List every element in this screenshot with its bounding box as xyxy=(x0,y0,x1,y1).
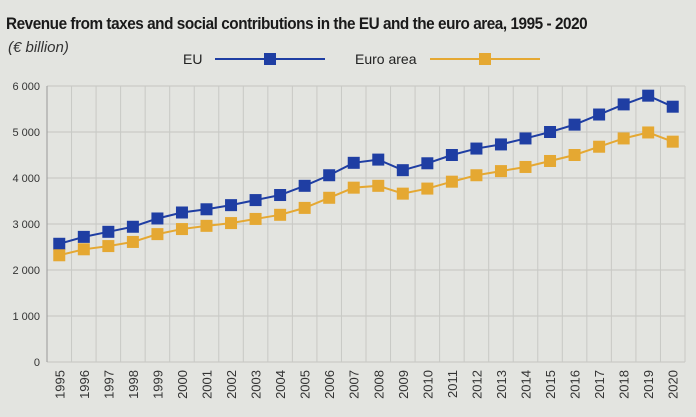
chart-subtitle: (€ billion) xyxy=(8,39,69,56)
data-point xyxy=(421,182,434,195)
data-point xyxy=(200,203,213,216)
x-tick-label: 1999 xyxy=(150,370,165,399)
data-point xyxy=(642,89,655,102)
data-point xyxy=(323,169,336,182)
data-point xyxy=(544,126,557,138)
data-point xyxy=(347,156,360,169)
data-point xyxy=(126,235,139,248)
x-tick-label: 2008 xyxy=(371,370,386,399)
x-tick-label: 2017 xyxy=(592,370,607,399)
y-tick-label: 2 000 xyxy=(12,265,40,277)
data-point xyxy=(298,179,311,192)
data-point xyxy=(470,169,483,182)
data-point xyxy=(298,201,311,214)
y-tick-label: 5 000 xyxy=(12,127,40,139)
data-point xyxy=(249,212,262,225)
x-tick-label: 2007 xyxy=(347,370,362,399)
data-point xyxy=(77,230,90,243)
data-point xyxy=(396,187,409,200)
data-point xyxy=(102,225,115,238)
data-point xyxy=(617,98,630,111)
x-tick-label: 2016 xyxy=(568,370,583,399)
data-point xyxy=(445,175,458,188)
data-point xyxy=(666,135,679,148)
data-point xyxy=(666,100,679,113)
x-tick-label: 1995 xyxy=(52,370,67,399)
data-point xyxy=(151,228,164,241)
x-tick-label: 2006 xyxy=(322,370,337,399)
data-point xyxy=(396,164,409,177)
legend-marker xyxy=(479,53,491,65)
legend-label: Euro area xyxy=(355,51,417,67)
data-point xyxy=(225,217,238,230)
data-point xyxy=(347,181,360,194)
data-point xyxy=(470,142,483,155)
legend-label: EU xyxy=(183,51,202,67)
x-tick-label: 2011 xyxy=(445,370,460,398)
x-tick-label: 2004 xyxy=(273,370,288,399)
data-point xyxy=(274,208,287,221)
x-tick-label: 2009 xyxy=(396,370,411,399)
y-tick-label: 6 000 xyxy=(12,81,40,93)
y-tick-label: 0 xyxy=(34,357,40,369)
data-point xyxy=(593,108,606,121)
data-point xyxy=(77,243,90,256)
data-point xyxy=(421,157,434,170)
data-point xyxy=(568,118,581,131)
data-point xyxy=(372,153,385,166)
chart-title: Revenue from taxes and social contributi… xyxy=(6,14,588,33)
data-point xyxy=(151,212,164,225)
x-tick-label: 1998 xyxy=(126,370,141,399)
x-tick-label: 2003 xyxy=(249,370,264,399)
x-tick-label: 1997 xyxy=(101,370,116,399)
x-tick-label: 2018 xyxy=(617,370,632,399)
x-tick-label: 2010 xyxy=(420,370,435,399)
data-point xyxy=(494,138,507,151)
data-point xyxy=(102,240,115,253)
data-point xyxy=(372,179,385,192)
data-point xyxy=(225,199,238,212)
data-point xyxy=(519,132,532,145)
data-point xyxy=(126,220,139,233)
data-point xyxy=(617,132,630,145)
x-tick-label: 2001 xyxy=(200,370,215,399)
data-point xyxy=(175,223,188,236)
data-point xyxy=(323,191,336,204)
y-tick-label: 1 000 xyxy=(12,311,40,323)
data-point xyxy=(200,219,213,232)
x-tick-label: 2000 xyxy=(175,370,190,399)
x-tick-label: 2013 xyxy=(494,370,509,399)
x-tick-label: 2014 xyxy=(519,370,534,399)
x-tick-label: 1996 xyxy=(77,370,92,399)
data-point xyxy=(445,149,458,161)
y-tick-label: 3 000 xyxy=(12,219,40,231)
x-tick-label: 2005 xyxy=(298,370,313,399)
x-tick-label: 2002 xyxy=(224,370,239,399)
data-point xyxy=(519,160,532,173)
data-point xyxy=(642,126,655,139)
data-point xyxy=(544,154,557,167)
data-point xyxy=(593,140,606,153)
data-point xyxy=(568,149,581,161)
x-tick-label: 2012 xyxy=(469,370,484,399)
data-point xyxy=(494,165,507,178)
x-tick-label: 2020 xyxy=(666,370,681,399)
data-point xyxy=(53,237,66,250)
y-tick-label: 4 000 xyxy=(12,173,40,185)
x-tick-label: 2019 xyxy=(641,370,656,399)
data-point xyxy=(53,249,66,262)
data-point xyxy=(249,194,262,207)
data-point xyxy=(274,189,287,202)
x-tick-label: 2015 xyxy=(543,370,558,399)
legend-marker xyxy=(264,53,276,65)
data-point xyxy=(175,206,188,219)
